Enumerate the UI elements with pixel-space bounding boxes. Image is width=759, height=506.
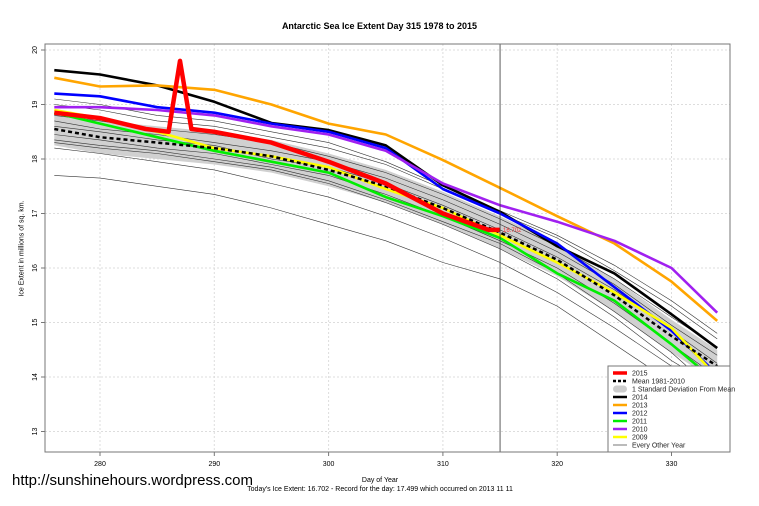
x-axis-label: Day of Year xyxy=(361,477,399,484)
legend-label: 2011 xyxy=(632,419,647,426)
other-year-line xyxy=(54,98,718,334)
today-value-label: 16.702 xyxy=(503,228,522,234)
x-tick-label: 290 xyxy=(208,461,220,468)
y-tick-label: 13 xyxy=(32,428,39,436)
y-tick-label: 14 xyxy=(32,373,39,381)
series-line-2013 xyxy=(54,76,719,322)
legend-label: 2010 xyxy=(632,427,648,434)
legend-label: 2015 xyxy=(632,371,648,378)
other-year-line xyxy=(54,142,718,389)
legend-label: 1 Standard Deviation From Mean xyxy=(632,387,735,394)
y-tick-label: 16 xyxy=(32,264,39,272)
x-tick-label: 330 xyxy=(666,461,678,468)
footer-note: Today's Ice Extent: 16.702 - Record for … xyxy=(247,486,513,493)
legend-label: Every Other Year xyxy=(632,443,686,450)
series-line-2010 xyxy=(54,105,719,314)
plot-frame xyxy=(44,43,731,453)
x-tick-label: 310 xyxy=(437,461,449,468)
x-tick-label: 280 xyxy=(94,461,106,468)
chart-title: Antarctic Sea Ice Extent Day 315 1978 to… xyxy=(281,21,478,31)
legend-label: Mean 1981-2010 xyxy=(632,379,685,386)
series-line-2011 xyxy=(53,111,719,384)
series-line-2015 xyxy=(54,58,501,233)
other-year-line xyxy=(54,104,718,340)
other-year-line xyxy=(54,175,718,416)
legend-label: 2013 xyxy=(632,403,648,410)
other-year-line xyxy=(54,147,718,400)
y-axis-label: Ice Extent in millions of sq. km. xyxy=(18,200,26,297)
other-year-line xyxy=(54,120,718,356)
y-tick-label: 18 xyxy=(32,155,39,163)
source-url[interactable]: http://sunshinehours.wordpress.com xyxy=(12,472,253,489)
y-tick-label: 15 xyxy=(32,319,39,327)
y-tick-label: 17 xyxy=(32,210,39,218)
x-tick-label: 320 xyxy=(551,461,563,468)
legend-label: 2014 xyxy=(632,395,648,402)
series-line-2012 xyxy=(54,92,719,376)
legend-label: 2012 xyxy=(632,411,648,418)
y-tick-label: 20 xyxy=(32,46,39,54)
legend-label: 2009 xyxy=(632,435,648,442)
other-year-line xyxy=(54,134,718,378)
legend-swatch-band xyxy=(613,385,627,393)
series-line-mean xyxy=(54,127,718,368)
std-deviation-band xyxy=(54,112,718,383)
y-tick-label: 19 xyxy=(32,101,39,109)
legend-box xyxy=(607,365,731,453)
x-tick-label: 300 xyxy=(323,461,335,468)
other-year-line xyxy=(54,139,718,394)
